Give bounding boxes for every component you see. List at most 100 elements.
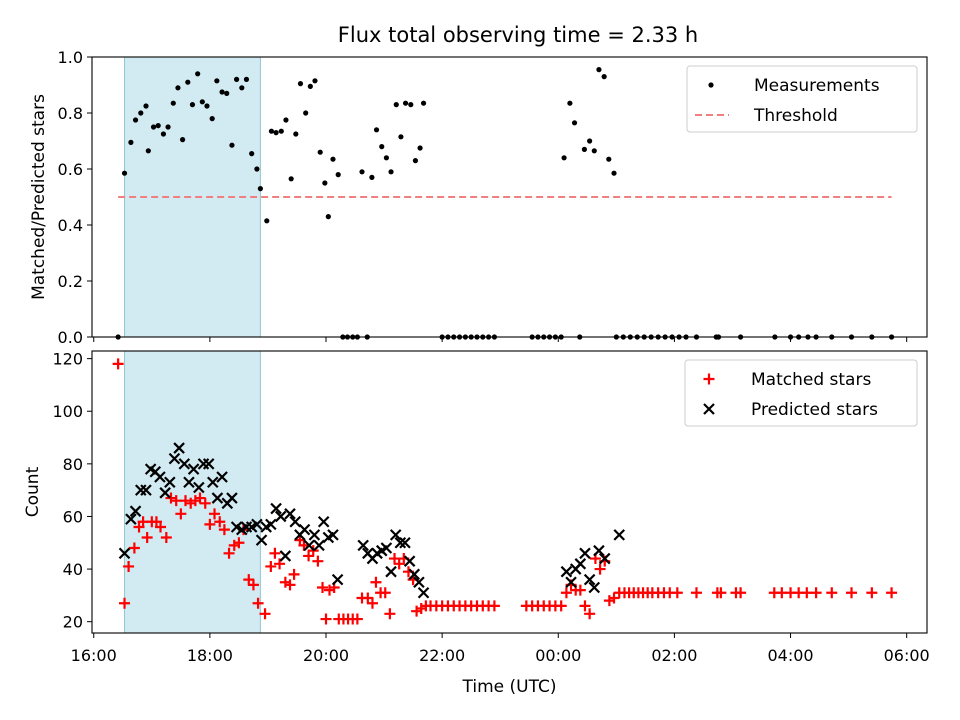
y-tick-label: 0.6 [58, 160, 83, 179]
measurement-point [297, 81, 304, 87]
predicted-star-point [417, 586, 430, 599]
measurement-point [214, 78, 220, 84]
measurement-point [567, 100, 573, 106]
predicted-star-point [613, 529, 626, 541]
matched-star-point [265, 560, 277, 572]
measurement-point [611, 170, 617, 176]
measurement-point [408, 102, 414, 108]
predicted-star-point [565, 576, 577, 589]
legend-box [684, 359, 918, 427]
legend-label: Predicted stars [751, 400, 878, 420]
measurement-point [175, 85, 181, 91]
matched-star-point [317, 581, 329, 593]
legend-label: Threshold [753, 106, 838, 126]
matched-star-point [288, 568, 300, 580]
matched-star-point [160, 532, 172, 544]
predicted-star-point [574, 558, 587, 570]
measurement-point [601, 74, 607, 80]
measurement-point [303, 110, 309, 116]
y-tick-label: 0.2 [58, 272, 83, 291]
measurement-point [312, 78, 318, 84]
measurement-point [561, 155, 567, 161]
measurement-point [325, 214, 331, 220]
measurement-point [268, 128, 275, 134]
predicted-star-point [265, 518, 277, 531]
measurement-point [199, 99, 205, 105]
matched-star-point [204, 518, 216, 530]
matched-star-point [351, 613, 363, 625]
matched-star-point [555, 600, 567, 612]
predicted-star-point [154, 471, 166, 483]
measurement-point [283, 117, 289, 123]
x-tick-label: 04:00 [767, 646, 813, 665]
measurement-point [581, 146, 588, 152]
matched-star-point [199, 497, 211, 509]
measurement-point [138, 110, 144, 116]
matched-star-point [671, 587, 683, 599]
measurement-point [335, 172, 341, 178]
predicted-star-point [327, 529, 339, 541]
count-panel: 20 40 60 80 100 120 16:00 18:00 20:00 22:00 00:00 0… [23, 350, 930, 697]
ratio-panel: 0.0 0.2 0.4 0.6 0.8 1.0 Matched/Predicted star… [29, 48, 928, 347]
predicted-star-point [178, 458, 191, 470]
y-tick-label: 100 [52, 402, 83, 421]
measurement-point [165, 124, 171, 130]
matched-star-point [312, 555, 324, 567]
matched-star-point [218, 524, 230, 536]
measurement-point [330, 156, 336, 162]
legend-marker-measurements [708, 82, 714, 88]
matched-star-point [233, 537, 245, 549]
measurement-point [229, 142, 235, 148]
matched-star-point [155, 521, 167, 533]
matched-star-point [284, 579, 296, 591]
matched-star-point [123, 560, 135, 572]
measurement-point [359, 169, 365, 175]
predicted-star-point [403, 555, 416, 567]
predicted-star-point [579, 547, 591, 560]
measurement-point [257, 186, 263, 192]
measurement-point [307, 83, 313, 89]
matched-star-point [584, 608, 596, 620]
x-tick-label: 02:00 [651, 646, 697, 665]
y-axis-label: Count [23, 466, 43, 517]
measurement-point [145, 148, 151, 154]
data-series-group [112, 358, 898, 625]
matched-star-point [175, 508, 187, 520]
measurement-point [273, 130, 279, 136]
matched-star-point [488, 600, 500, 612]
matched-star-point [866, 587, 878, 599]
measurement-point [243, 76, 250, 82]
matched-star-point [269, 547, 281, 559]
measurement-point [596, 67, 602, 73]
predicted-star-point [207, 476, 219, 489]
matched-star-point [715, 587, 727, 599]
y-tick-label: 0.4 [58, 216, 83, 235]
predicted-star-point [255, 534, 268, 546]
matched-star-point [112, 358, 124, 370]
matched-star-point [690, 587, 702, 599]
y-tick-label: 0.8 [58, 104, 83, 123]
predicted-star-point [583, 573, 596, 586]
legend-box [686, 65, 918, 133]
measurement-point [587, 138, 593, 144]
predicted-star-point [303, 539, 315, 552]
matched-star-point [209, 508, 221, 520]
predicted-star-point [408, 568, 421, 581]
y-tick-label: 60 [63, 507, 83, 526]
predicted-star-point [270, 502, 282, 515]
predicted-star-point [118, 547, 131, 560]
matched-star-point [579, 600, 591, 612]
matched-star-point [846, 587, 858, 599]
predicted-star-point [183, 476, 195, 489]
measurement-point [373, 127, 380, 133]
measurement-point [264, 218, 270, 224]
measurement-point [591, 148, 597, 154]
measurement-point [239, 85, 245, 91]
predicted-star-point [159, 487, 171, 499]
predicted-star-point [389, 529, 402, 541]
measurement-point [143, 103, 149, 109]
x-tick-label: 18:00 [187, 646, 233, 665]
measurement-point [209, 116, 215, 122]
legend: Matched stars Predicted stars [684, 359, 918, 427]
measurement-point [189, 102, 196, 108]
